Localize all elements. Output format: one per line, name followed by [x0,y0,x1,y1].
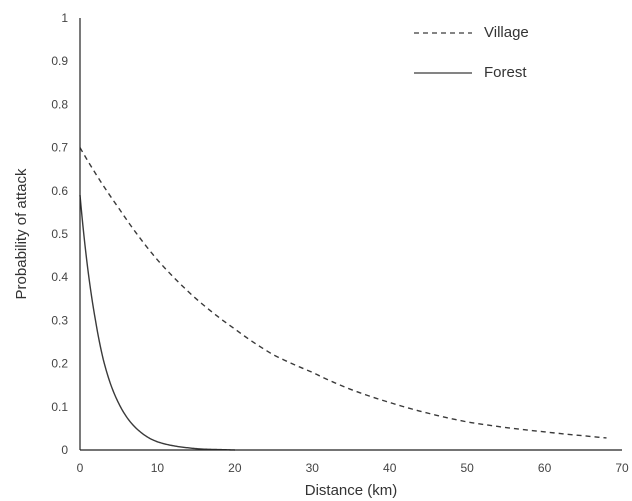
y-tick-label: 1 [61,11,68,25]
y-tick-label: 0.2 [51,357,68,371]
y-tick-labels: 0 0.1 0.2 0.3 0.4 0.5 0.6 0.7 0.8 0.9 1 [51,11,68,457]
y-tick-label: 0.1 [51,400,68,414]
x-tick-label: 40 [383,461,397,475]
x-tick-label: 20 [228,461,242,475]
x-tick-label: 50 [460,461,474,475]
y-tick-label: 0.9 [51,54,68,68]
y-tick-label: 0.3 [51,313,68,327]
x-tick-label: 0 [77,461,84,475]
y-tick-label: 0.7 [51,141,68,155]
x-tick-label: 60 [538,461,552,475]
y-tick-label: 0.5 [51,227,68,241]
y-axis-title: Probability of attack [13,168,30,299]
legend-forest-label: Forest [484,64,527,81]
x-tick-labels: 0 10 20 30 40 50 60 70 [77,461,629,475]
legend-village-label: Village [484,24,529,41]
y-tick-label: 0.6 [51,184,68,198]
x-axis-title: Distance (km) [305,482,398,499]
y-tick-label: 0.8 [51,97,68,111]
series-line-forest [79,195,235,451]
y-tick-label: 0 [61,443,68,457]
y-tick-label: 0.4 [51,270,68,284]
legend: Village Forest [414,24,529,81]
x-tick-label: 30 [306,461,320,475]
x-tick-label: 70 [615,461,629,475]
series-lines [79,147,607,451]
series-line-village [79,147,607,439]
x-tick-label: 10 [151,461,165,475]
